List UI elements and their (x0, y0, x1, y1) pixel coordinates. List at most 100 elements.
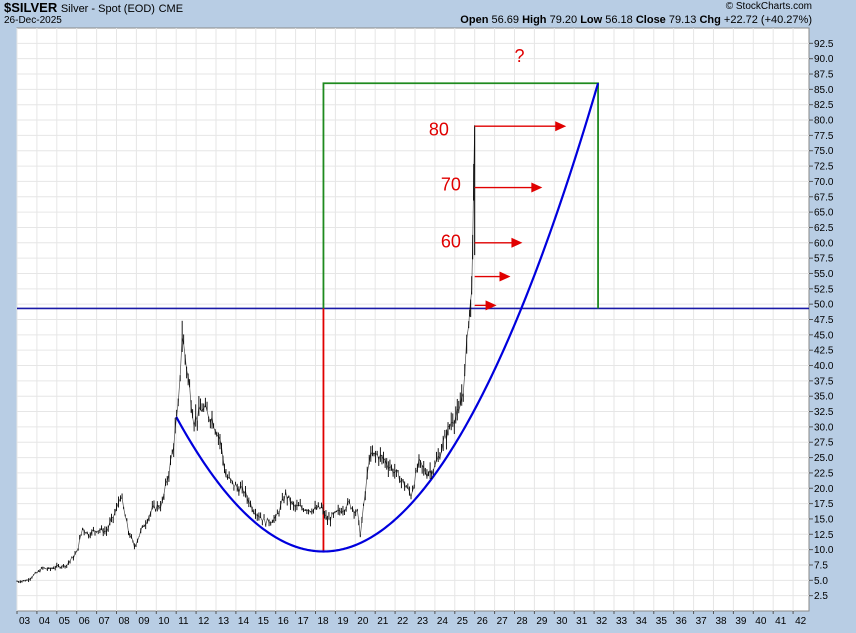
open-value: 56.69 (491, 14, 520, 26)
x-tick-label: 16 (278, 616, 290, 627)
x-tick-label: 10 (158, 616, 170, 627)
low-value: 56.18 (605, 14, 633, 26)
price-target-label: 80 (429, 119, 449, 139)
y-tick-label: 7.5 (814, 560, 828, 571)
chart-header: $SILVER Silver - Spot (EOD) CME 26-Dec-2… (0, 0, 856, 28)
symbol-description: Silver - Spot (EOD) (60, 3, 155, 15)
y-tick-label: 82.5 (814, 100, 834, 111)
y-tick-label: 42.5 (814, 346, 834, 357)
high-label: High (522, 14, 547, 26)
y-tick-label: 35.0 (814, 392, 834, 403)
y-tick-label: 2.5 (814, 591, 828, 602)
price-line (16, 125, 476, 583)
y-tick-label: 85.0 (814, 85, 834, 96)
x-tick-label: 27 (497, 616, 509, 627)
price-target-label: 70 (441, 175, 461, 195)
x-tick-label: 11 (178, 616, 189, 627)
x-tick-label: 24 (437, 616, 449, 627)
y-tick-label: 77.5 (814, 131, 834, 142)
x-tick-label: 33 (616, 616, 628, 627)
x-tick-label: 15 (258, 616, 270, 627)
price-series (16, 125, 476, 584)
close-value: 79.13 (668, 14, 697, 26)
annotations: 80 70 60? (429, 46, 567, 311)
symbol-title: $SILVER Silver - Spot (EOD) CME (4, 0, 183, 15)
y-tick-label: 67.5 (814, 192, 834, 203)
x-tick-label: 29 (536, 616, 548, 627)
y-tick-label: 72.5 (814, 162, 834, 173)
y-tick-label: 15.0 (814, 514, 834, 525)
y-tick-label: 57.5 (814, 254, 834, 265)
x-tick-label: 34 (636, 616, 648, 627)
x-tick-label: 07 (99, 616, 111, 627)
x-tick-label: 30 (556, 616, 568, 627)
low-label: Low (580, 14, 603, 26)
chart-date: 26-Dec-2025 (4, 15, 62, 26)
y-tick-label: 90.0 (814, 54, 834, 65)
x-tick-label: 03 (19, 616, 31, 627)
symbol: $SILVER (4, 0, 58, 15)
x-tick-label: 13 (218, 616, 230, 627)
x-tick-label: 17 (298, 616, 310, 627)
x-tick-label: 08 (118, 616, 130, 627)
x-tick-label: 18 (317, 616, 329, 627)
x-tick-label: 19 (337, 616, 349, 627)
projection-arrow-head (531, 182, 543, 193)
x-axis: 03 04 05 06 07 08 09 10 11 12 13 14 15 16 17 18 19 20 21 22… (16, 611, 807, 627)
x-tick-label: 39 (735, 616, 747, 627)
x-tick-label: 04 (39, 616, 51, 627)
y-tick-label: 40.0 (814, 361, 834, 372)
y-tick-label: 87.5 (814, 70, 834, 81)
projection-arrow-head (485, 300, 497, 311)
brand-label[interactable]: © StockCharts.com (725, 1, 812, 12)
y-tick-label: 60.0 (814, 238, 834, 249)
x-tick-label: 06 (79, 616, 91, 627)
overlay-lines (17, 82, 809, 553)
x-tick-label: 09 (138, 616, 150, 627)
x-tick-label: 38 (715, 616, 727, 627)
y-tick-label: 10.0 (814, 545, 834, 556)
x-tick-label: 23 (417, 616, 429, 627)
exchange: CME (158, 3, 184, 15)
y-tick-label: 5.0 (814, 576, 828, 587)
x-tick-label: 35 (656, 616, 668, 627)
x-tick-label: 41 (775, 616, 787, 627)
y-tick-label: 65.0 (814, 208, 834, 219)
x-tick-label: 36 (676, 616, 688, 627)
close-label: Close (635, 14, 666, 26)
x-tick-label: 21 (377, 616, 389, 627)
price-target-label: ? (514, 46, 524, 66)
y-tick-label: 20.0 (814, 484, 834, 495)
quote-summary: Open 56.69 High 79.20 Low 56.18 Close 79… (460, 14, 812, 26)
y-tick-label: 47.5 (814, 315, 834, 326)
x-tick-label: 20 (357, 616, 369, 627)
x-tick-label: 26 (477, 616, 489, 627)
y-axis: 2.5 5.0 7.5 10.0 12.5 15.0 17.5 20.0 22.5 25.0 27.… (809, 39, 834, 602)
x-tick-label: 28 (516, 616, 528, 627)
x-tick-label: 05 (59, 616, 71, 627)
projection-arrow-head (511, 237, 523, 248)
x-tick-label: 31 (576, 616, 588, 627)
y-tick-label: 92.5 (814, 39, 834, 50)
x-tick-label: 22 (397, 616, 409, 627)
x-tick-label: 12 (198, 616, 210, 627)
x-tick-label: 14 (238, 616, 250, 627)
x-tick-label: 25 (457, 616, 469, 627)
y-tick-label: 75.0 (814, 146, 834, 157)
y-tick-label: 17.5 (814, 499, 834, 510)
y-tick-label: 55.0 (814, 269, 834, 280)
target-box-line (322, 82, 599, 309)
chg-label: Chg (699, 14, 721, 26)
y-tick-label: 22.5 (814, 468, 834, 479)
chg-value: +22.72 (+40.27%) (723, 14, 812, 26)
projection-arrow-head (499, 271, 511, 282)
y-tick-label: 32.5 (814, 407, 834, 418)
high-value: 79.20 (549, 14, 578, 26)
grid-lines (16, 28, 809, 611)
y-tick-label: 70.0 (814, 177, 834, 188)
y-tick-label: 25.0 (814, 453, 834, 464)
y-tick-label: 30.0 (814, 422, 834, 433)
y-tick-label: 45.0 (814, 330, 834, 341)
y-tick-label: 80.0 (814, 116, 834, 127)
